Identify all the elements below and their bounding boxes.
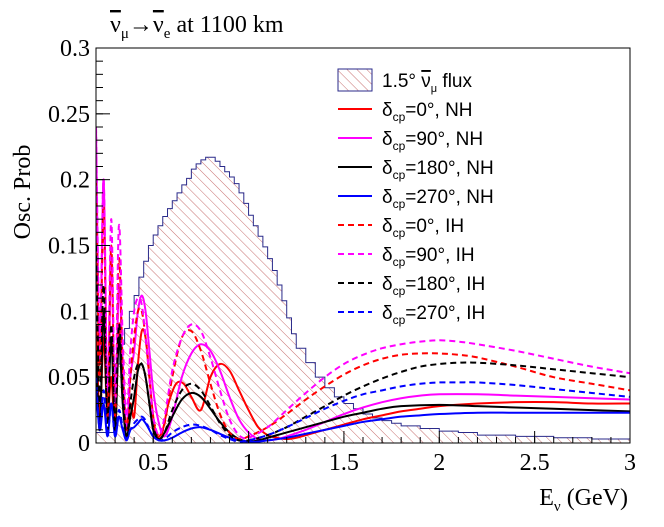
x-tick-label: 0.5 xyxy=(138,450,168,476)
x-axis-title-rest: (GeV) xyxy=(561,485,628,511)
y-tick-label: 0 xyxy=(78,431,90,457)
title-nu-bar: ν xyxy=(110,12,121,38)
title-arrow: → xyxy=(129,12,153,38)
legend-flux-swatch xyxy=(337,68,373,92)
series-layer xyxy=(96,126,630,443)
title-target-nu: ν xyxy=(153,12,164,38)
y-tick-label: 0.25 xyxy=(48,102,90,128)
x-tick-label: 2 xyxy=(433,450,445,476)
y-axis-title: Osc. Prob xyxy=(10,145,36,240)
legend-flux-label: 1.5° νμ flux xyxy=(382,71,472,95)
x-tick-label: 2.5 xyxy=(520,450,550,476)
legend-label-3: δcp=270°, NH xyxy=(382,187,494,211)
title-target-sub: e xyxy=(164,26,171,42)
y-tick-label: 0.1 xyxy=(60,299,90,325)
legend-label-2: δcp=180°, NH xyxy=(382,158,494,182)
plot-area xyxy=(96,126,630,443)
x-tick-label: 1.5 xyxy=(329,450,359,476)
legend-label-7: δcp=270°, IH xyxy=(382,303,485,327)
legend: 1.5° νμ flux δcp=0°, NH δcp=90°, NH δcp=180… xyxy=(337,68,494,327)
legend-label-0: δcp=0°, NH xyxy=(382,100,473,124)
y-tick-label: 0.3 xyxy=(60,36,90,62)
y-tick-label: 0.2 xyxy=(60,168,90,194)
series-line-5 xyxy=(96,126,630,440)
legend-label-5: δcp=90°, IH xyxy=(382,245,475,269)
ticks-layer: 0.5 1 1.5 2 2.5 3 0 0.05 0.1 0.15 0.2 0.25 0.3 xyxy=(48,36,636,476)
y-tick-label: 0.15 xyxy=(48,234,90,260)
legend-label-1: δcp=90°, NH xyxy=(382,129,483,153)
chart-title: νμ→νe at 1100 km xyxy=(110,12,284,42)
series-line-7 xyxy=(96,377,630,443)
x-tick-label: 1 xyxy=(243,450,255,476)
series-line-4 xyxy=(96,179,630,441)
legend-label-4: δcp=0°, IH xyxy=(382,216,464,240)
y-tick-label: 0.05 xyxy=(48,365,90,391)
x-axis-title-sub: ν xyxy=(554,499,561,515)
x-axis-title-main: E xyxy=(539,485,554,511)
series-line-6 xyxy=(96,245,630,443)
x-axis-title: Eν (GeV) xyxy=(539,485,628,515)
legend-label-6: δcp=180°, IH xyxy=(382,274,485,298)
title-rest: at 1100 km xyxy=(170,12,283,38)
title-sub: μ xyxy=(121,26,129,42)
x-tick-label: 3 xyxy=(624,450,636,476)
